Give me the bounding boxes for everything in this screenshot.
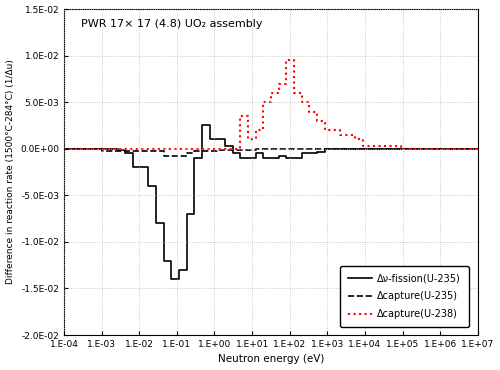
Δcapture(U-235): [260, 147, 266, 151]
Y-axis label: Difference in reaction rate (1500°C-284°C) (1/Δu): Difference in reaction rate (1500°C-284°…: [6, 60, 15, 285]
Δcapture(U-235): [475, 147, 481, 151]
Line: Δν-fission(U-235): Δν-fission(U-235): [64, 125, 478, 279]
Δν-fission(U-235): [260, 156, 266, 160]
Δcapture(U-238): [475, 147, 481, 151]
Δcapture(U-238): [252, 128, 258, 132]
Δcapture(U-235): [107, 148, 113, 153]
Δν-fission(U-235): [168, 277, 174, 281]
Δcapture(U-238): [130, 147, 136, 151]
Δν-fission(U-235): [130, 151, 136, 156]
Δcapture(U-238): [61, 147, 67, 151]
Δcapture(U-235): [160, 154, 166, 158]
Δν-fission(U-235): [199, 123, 205, 128]
Δcapture(U-238): [421, 147, 427, 151]
Δν-fission(U-235): [107, 147, 113, 151]
Δcapture(U-235): [61, 147, 67, 151]
Δν-fission(U-235): [429, 147, 435, 151]
Δcapture(U-235): [421, 147, 427, 151]
Δcapture(U-238): [283, 58, 289, 63]
Δcapture(U-235): [467, 147, 473, 151]
Δcapture(U-238): [107, 147, 113, 151]
X-axis label: Neutron energy (eV): Neutron energy (eV): [218, 354, 324, 364]
Legend: Δν-fission(U-235), Δcapture(U-235), Δcapture(U-238): Δν-fission(U-235), Δcapture(U-235), Δcap…: [340, 266, 469, 327]
Δν-fission(U-235): [421, 147, 427, 151]
Δcapture(U-238): [390, 144, 396, 148]
Δcapture(U-238): [467, 147, 473, 151]
Δν-fission(U-235): [61, 147, 67, 151]
Text: PWR 17× 17 (4.8) UO₂ assembly: PWR 17× 17 (4.8) UO₂ assembly: [80, 19, 262, 29]
Line: Δcapture(U-238): Δcapture(U-238): [64, 60, 478, 149]
Δcapture(U-235): [130, 148, 136, 153]
Line: Δcapture(U-235): Δcapture(U-235): [64, 149, 478, 156]
Δcapture(U-235): [390, 147, 396, 151]
Δν-fission(U-235): [475, 147, 481, 151]
Δν-fission(U-235): [398, 147, 404, 151]
